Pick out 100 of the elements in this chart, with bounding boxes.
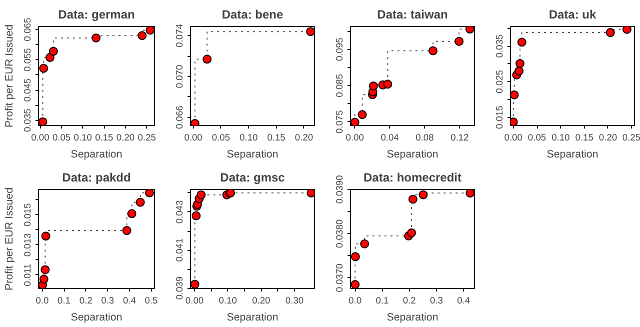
y-tick-label: 0.0370 <box>334 264 344 292</box>
x-tick-label: 0.2 <box>79 296 92 306</box>
point <box>368 81 378 90</box>
point <box>306 190 314 198</box>
y-tick-label: 0.035 <box>22 108 32 132</box>
point <box>92 34 101 42</box>
x-tick-label: 0.30 <box>285 296 304 306</box>
chart-title: Data: german <box>58 8 135 22</box>
y-tick-label: 0.070 <box>174 64 184 88</box>
point <box>606 28 615 38</box>
y-tick-label: 0.066 <box>174 106 184 130</box>
x-tick-label: 0.0 <box>36 296 49 306</box>
y-tick-label: 0.015 <box>494 106 504 129</box>
y-tick-label: 0.075 <box>334 110 344 134</box>
x-tick-label: 0.00 <box>346 132 364 142</box>
x-tick-label: 0.12 <box>450 132 469 142</box>
x-tick-label: 0.0 <box>348 296 362 306</box>
point <box>190 118 200 126</box>
x-tick-label: 0.20 <box>116 132 135 142</box>
point <box>408 194 418 204</box>
y-tick-label: 0.065 <box>22 18 32 42</box>
y-tick-label: 0.015 <box>22 203 32 227</box>
point <box>383 80 392 89</box>
x-axis-title: Separation <box>70 148 122 160</box>
point <box>39 64 48 73</box>
point <box>144 190 154 198</box>
point <box>514 66 524 76</box>
chart-title: Data: uk <box>548 8 596 22</box>
x-tick-label: 0.05 <box>212 132 230 142</box>
chart-title: Data: pakdd <box>62 170 131 184</box>
point <box>39 274 48 284</box>
x-axis-title: Separation <box>386 312 438 324</box>
x-tick-label: 0.3 <box>101 296 114 306</box>
x-tick-label: 0.10 <box>240 132 258 142</box>
point <box>360 239 370 248</box>
x-tick-label: 0.4 <box>457 296 470 306</box>
point <box>146 26 154 35</box>
x-axis-title: Separation <box>546 148 598 160</box>
y-tick-label: 0.041 <box>174 238 184 262</box>
x-tick-label: 0.10 <box>74 132 92 142</box>
point <box>510 90 519 100</box>
x-tick-label: 0.10 <box>218 296 237 306</box>
point <box>407 228 416 238</box>
x-tick-label: 0.04 <box>380 132 399 142</box>
x-tick-label: 0.00 <box>185 296 204 306</box>
point <box>350 118 360 126</box>
point <box>138 31 147 40</box>
x-tick-label: 0.25 <box>622 132 640 142</box>
y-tick-label: 0.074 <box>174 24 184 48</box>
x-tick-label: 0.20 <box>598 132 618 142</box>
y-tick-label: 0.035 <box>494 34 504 58</box>
point <box>48 46 58 56</box>
x-tick-label: 0.20 <box>252 296 270 306</box>
y-tick-label: 0.043 <box>174 200 184 224</box>
chart-title: Data: bene <box>222 8 284 22</box>
x-axis-title: Separation <box>226 148 278 160</box>
y-axis-title: Profit per EUR Issued <box>4 187 16 291</box>
point <box>38 117 48 126</box>
point <box>517 38 526 47</box>
point <box>350 252 360 262</box>
y-tick-label: 0.013 <box>22 233 32 257</box>
point <box>41 232 50 241</box>
x-axis-title: Separation <box>70 312 122 324</box>
y-tick-label: 0.045 <box>22 78 32 102</box>
x-tick-label: 0.1 <box>58 296 70 306</box>
y-axis-title: Profit per EUR Issued <box>4 24 16 128</box>
point <box>454 36 464 46</box>
y-tick-label: 0.095 <box>334 38 344 62</box>
x-tick-label: 0.3 <box>430 296 443 306</box>
x-tick-label: 0.15 <box>95 132 114 142</box>
point <box>466 190 474 198</box>
x-tick-label: 0.5 <box>144 296 158 306</box>
point <box>196 190 206 200</box>
point <box>465 26 474 34</box>
y-tick-label: 0.055 <box>22 48 32 72</box>
x-tick-label: 0.2 <box>402 296 416 306</box>
y-tick-label: 0.011 <box>22 264 32 286</box>
point <box>40 265 50 274</box>
x-tick-label: 0.15 <box>267 132 286 142</box>
y-tick-label: 0.0380 <box>334 219 344 248</box>
point <box>358 110 367 120</box>
point <box>127 209 136 218</box>
point <box>428 46 438 56</box>
point <box>306 27 314 36</box>
y-tick-label: 0.0390 <box>334 175 344 204</box>
x-tick-label: 0.08 <box>416 132 434 142</box>
point <box>192 211 201 220</box>
x-tick-label: 0.00 <box>31 132 50 142</box>
chart-title: Data: homecredit <box>363 170 462 184</box>
chart-title: Data: taiwan <box>377 8 448 22</box>
y-tick-label: 0.025 <box>494 70 504 94</box>
chart-title: Data: gmsc <box>220 170 286 184</box>
x-tick-label: 0.00 <box>504 132 522 142</box>
point <box>190 280 200 288</box>
y-tick-label: 0.039 <box>174 276 184 300</box>
point <box>202 54 212 64</box>
x-tick-label: 0.4 <box>122 296 136 306</box>
y-tick-label: 0.085 <box>334 74 344 98</box>
point <box>350 280 360 288</box>
point <box>622 26 632 34</box>
